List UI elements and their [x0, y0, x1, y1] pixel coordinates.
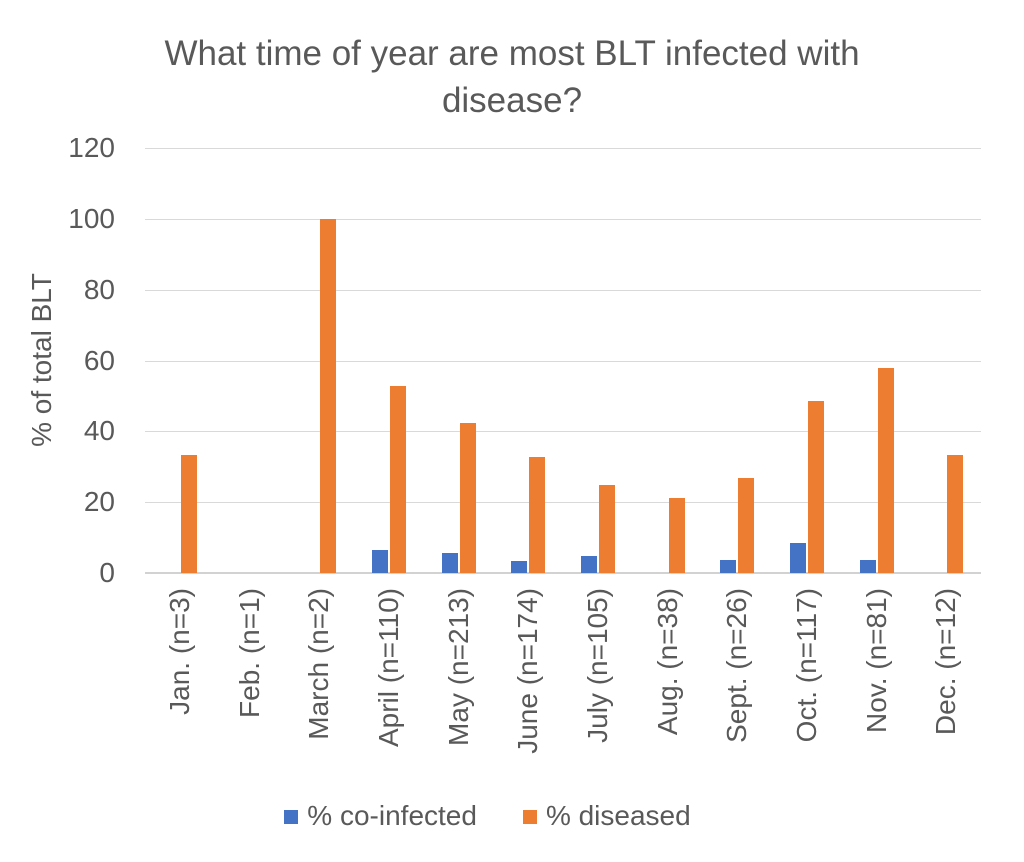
bar-diseased-may — [459, 423, 476, 573]
ytick-label-20: 20 — [83, 486, 115, 518]
ytick-label-120: 120 — [68, 132, 115, 163]
gridline-40 — [145, 431, 981, 433]
bar-diseased-dec — [947, 455, 964, 573]
gridline-20 — [145, 502, 981, 504]
legend-label-co-infected: % co-infected — [307, 800, 477, 831]
bar-co-infected-june — [511, 560, 528, 573]
bar-diseased-jan — [180, 455, 197, 573]
ytick-label-60: 60 — [83, 344, 115, 376]
bar-co-infected-april — [371, 550, 388, 573]
ytick-label-100: 100 — [68, 202, 115, 234]
bar-diseased-nov — [877, 367, 894, 573]
xlabel-sept: Sept. (n=26) — [721, 588, 753, 743]
bar-diseased-june — [529, 456, 546, 573]
bar-co-infected-nov — [859, 559, 876, 573]
gridline-80 — [145, 289, 981, 291]
legend-item-co-infected: % co-infected — [284, 801, 477, 831]
co-infected-swatch-icon — [284, 810, 299, 824]
diseased-swatch-icon — [522, 810, 537, 824]
chart-title: What time of year are most BLT infected … — [0, 30, 1024, 124]
xlabel-march: March (n=2) — [303, 588, 335, 740]
legend-label-diseased: % diseased — [545, 800, 691, 831]
xlabel-nov: Nov. (n=81) — [860, 588, 892, 733]
x-axis-line — [145, 572, 981, 574]
xlabel-june: June (n=174) — [512, 588, 544, 754]
bar-diseased-aug — [668, 498, 685, 573]
xlabel-april: April (n=110) — [372, 588, 404, 748]
xlabel-feb: Feb. (n=1) — [233, 588, 265, 718]
xlabel-oct: Oct. (n=117) — [790, 588, 822, 743]
bar-diseased-april — [389, 386, 406, 573]
legend-item-diseased: % diseased — [522, 800, 691, 831]
chart-title-text: What time of year are most BLT infected … — [164, 34, 860, 120]
bar-co-infected-may — [441, 553, 458, 573]
legend: % co-infected % diseased — [0, 801, 975, 831]
ytick-label-40: 40 — [83, 415, 115, 447]
xlabel-dec: Dec. (n=12) — [930, 588, 962, 736]
bar-co-infected-july — [580, 556, 597, 573]
xlabel-may: May (n=213) — [442, 588, 474, 746]
bar-co-infected-oct — [789, 542, 806, 573]
bar-diseased-july — [598, 485, 615, 573]
gridline-100 — [145, 218, 981, 220]
bar-co-infected-sept — [720, 559, 737, 573]
ytick-label-0: 0 — [99, 557, 115, 588]
bar-diseased-march — [320, 218, 337, 573]
xlabel-july: July (n=105) — [581, 588, 613, 743]
bar-diseased-oct — [807, 400, 824, 573]
xlabel-aug: Aug. (n=38) — [651, 588, 683, 736]
xlabel-jan: Jan. (n=3) — [163, 588, 195, 715]
ytick-label-80: 80 — [83, 273, 115, 305]
gridline-120 — [145, 148, 981, 149]
gridline-60 — [145, 360, 981, 362]
bar-diseased-sept — [738, 477, 755, 573]
